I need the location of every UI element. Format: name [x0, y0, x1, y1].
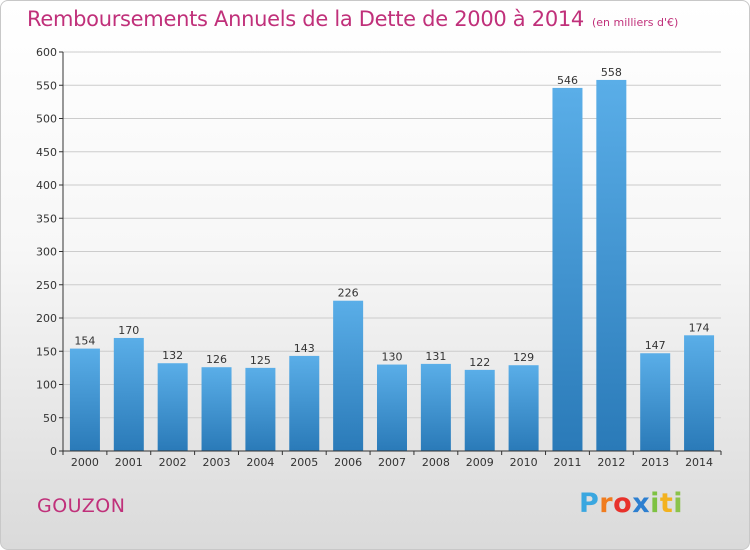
city-name: GOUZON [37, 495, 126, 517]
y-tick-label: 50 [43, 412, 57, 425]
bar-value-label: 130 [382, 351, 403, 364]
bar [420, 363, 451, 451]
x-tick-label: 2008 [422, 456, 450, 469]
bar-value-label: 131 [425, 350, 446, 363]
x-tick-label: 2002 [159, 456, 187, 469]
bar [69, 348, 100, 451]
logo-letter: t [659, 488, 674, 519]
x-tick-label: 2011 [553, 456, 581, 469]
bar [113, 337, 144, 451]
x-tick-label: 2006 [334, 456, 362, 469]
chart-unit-label: (en milliers d'€) [592, 16, 679, 29]
x-tick-label: 2012 [597, 456, 625, 469]
bar-value-label: 129 [513, 351, 534, 364]
x-tick-label: 2001 [115, 456, 143, 469]
logo-letter: o [613, 488, 633, 519]
chart-title-text: Remboursements Annuels de la Dette de 20… [27, 7, 584, 31]
bar-value-label: 122 [469, 356, 490, 369]
logo-letter: i [650, 488, 660, 519]
logo-letter: i [673, 488, 684, 519]
bar [377, 364, 407, 451]
y-tick-label: 600 [36, 46, 57, 59]
bar-value-label: 132 [162, 349, 183, 362]
x-tick-label: 2004 [246, 456, 274, 469]
bar [333, 300, 364, 451]
y-tick-label: 350 [36, 212, 57, 225]
value-labels: 154 170 132 126 125 143 226 130 131 122 129 546 558 1… [74, 66, 709, 369]
logo-letter: r [599, 488, 614, 519]
bar [640, 353, 671, 451]
chart-title: Remboursements Annuels de la Dette de 20… [27, 7, 678, 31]
x-tick-label: 2003 [203, 456, 231, 469]
y-tick-label: 300 [36, 246, 57, 259]
y-tick-label: 0 [50, 445, 57, 458]
bar [245, 367, 276, 451]
y-tick-label: 250 [36, 279, 57, 292]
bars [69, 79, 715, 452]
bar [596, 79, 627, 452]
bar-value-label: 147 [645, 339, 666, 352]
y-tick-label: 450 [36, 146, 57, 159]
bar-value-label: 174 [689, 321, 710, 334]
bar-value-label: 125 [250, 354, 271, 367]
y-tick-label: 200 [36, 312, 57, 325]
x-tick-label: 2007 [378, 456, 406, 469]
y-tick-label: 400 [36, 179, 57, 192]
logo-letter: P [579, 488, 600, 519]
bar-value-label: 558 [601, 66, 622, 79]
axes: 0 50 100 150 200 250 300 350 400 450 500 550 600 2000… [36, 46, 722, 469]
proxiti-logo: Proxiti [579, 488, 683, 519]
logo-letter: x [632, 488, 651, 519]
x-tick-label: 2010 [510, 456, 538, 469]
bar-value-label: 226 [338, 287, 359, 300]
bar [289, 355, 320, 451]
bar [684, 335, 715, 451]
bar [552, 87, 583, 451]
bar-value-label: 126 [206, 353, 227, 366]
x-tick-label: 2005 [290, 456, 318, 469]
y-tick-label: 550 [36, 79, 57, 92]
x-tick-label: 2014 [685, 456, 713, 469]
y-tick-label: 500 [36, 113, 57, 126]
bar-value-label: 143 [294, 342, 315, 355]
bar-value-label: 546 [557, 74, 578, 87]
y-tick-label: 150 [36, 345, 57, 358]
bar [157, 363, 188, 451]
x-tick-label: 2009 [466, 456, 494, 469]
bar-value-label: 170 [118, 324, 139, 337]
x-tick-label: 2000 [71, 456, 99, 469]
bar [464, 369, 495, 451]
x-tick-label: 2013 [641, 456, 669, 469]
bar-value-label: 154 [74, 335, 95, 348]
bar [508, 365, 539, 451]
bar [201, 367, 232, 451]
y-tick-label: 100 [36, 379, 57, 392]
